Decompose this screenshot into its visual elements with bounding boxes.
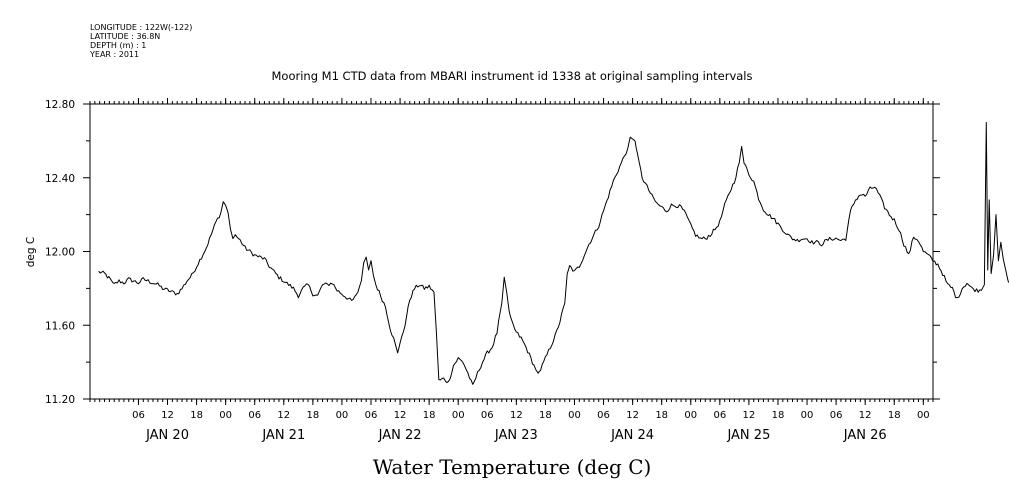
y-tick-label: 12.80 — [45, 99, 75, 111]
x-tick-label: 18 — [423, 410, 436, 421]
x-tick-label: 00 — [336, 410, 349, 421]
x-tick-label: 18 — [888, 410, 901, 421]
x-tick-label: 18 — [539, 410, 552, 421]
x-tick-label: 06 — [365, 410, 378, 421]
x-tick-label: 06 — [830, 410, 843, 421]
y-axis-label: deg C — [25, 237, 37, 267]
x-tick-label: 00 — [801, 410, 814, 421]
x-day-label: JAN 20 — [145, 428, 189, 443]
x-tick-label: 12 — [394, 410, 407, 421]
x-tick-label: 12 — [743, 410, 756, 421]
metadata-depth: DEPTH (m) : 1 — [90, 41, 146, 50]
x-tick-label: 00 — [568, 410, 581, 421]
x-tick-label: 06 — [248, 410, 261, 421]
metadata-latitude: LATITUDE : 36.8N — [90, 32, 160, 41]
x-tick-label: 12 — [510, 410, 523, 421]
x-tick-label: 18 — [772, 410, 785, 421]
x-tick-label: 12 — [859, 410, 872, 421]
metadata-longitude: LONGITUDE : 122W(-122) — [90, 23, 192, 32]
x-tick-label: 00 — [684, 410, 697, 421]
x-tick-label: 12 — [277, 410, 290, 421]
x-tick-label: 18 — [655, 410, 668, 421]
x-tick-label: 00 — [917, 410, 930, 421]
x-tick-label: 06 — [481, 410, 494, 421]
x-day-label: JAN 24 — [610, 428, 654, 443]
x-day-label: JAN 26 — [843, 428, 887, 443]
x-tick-label: 18 — [190, 410, 203, 421]
plot-frame — [89, 103, 934, 400]
x-day-label: JAN 25 — [726, 428, 770, 443]
series-layer — [98, 121, 1009, 385]
x-tick-label: 18 — [306, 410, 319, 421]
x-tick-label: 00 — [452, 410, 465, 421]
y-tick-label: 11.20 — [45, 394, 75, 406]
x-tick-label: 12 — [161, 410, 174, 421]
metadata-year: YEAR : 2011 — [89, 50, 139, 59]
x-axis-label: Water Temperature (deg C) — [373, 455, 652, 479]
x-tick-label: 00 — [219, 410, 232, 421]
x-day-label: JAN 21 — [261, 428, 305, 443]
y-tick-label: 12.00 — [45, 247, 75, 259]
x-tick-label: 06 — [132, 410, 145, 421]
x-tick-label: 12 — [626, 410, 639, 421]
x-day-label: JAN 22 — [378, 428, 422, 443]
x-day-label: JAN 23 — [494, 428, 538, 443]
x-tick-label: 06 — [597, 410, 610, 421]
y-tick-label: 11.60 — [45, 320, 75, 332]
axes: 06 12 18 00 06 12 18 00 06 12 18 00 06 12 18 00 06 12 18 00… — [45, 98, 940, 443]
chart-title: Mooring M1 CTD data from MBARI instrumen… — [272, 69, 753, 83]
metadata-block: LONGITUDE : 122W(-122) LATITUDE : 36.8N … — [89, 23, 192, 59]
y-tick-label: 12.40 — [45, 173, 75, 185]
x-tick-label: 06 — [713, 410, 726, 421]
series-line-0 — [98, 121, 1009, 385]
